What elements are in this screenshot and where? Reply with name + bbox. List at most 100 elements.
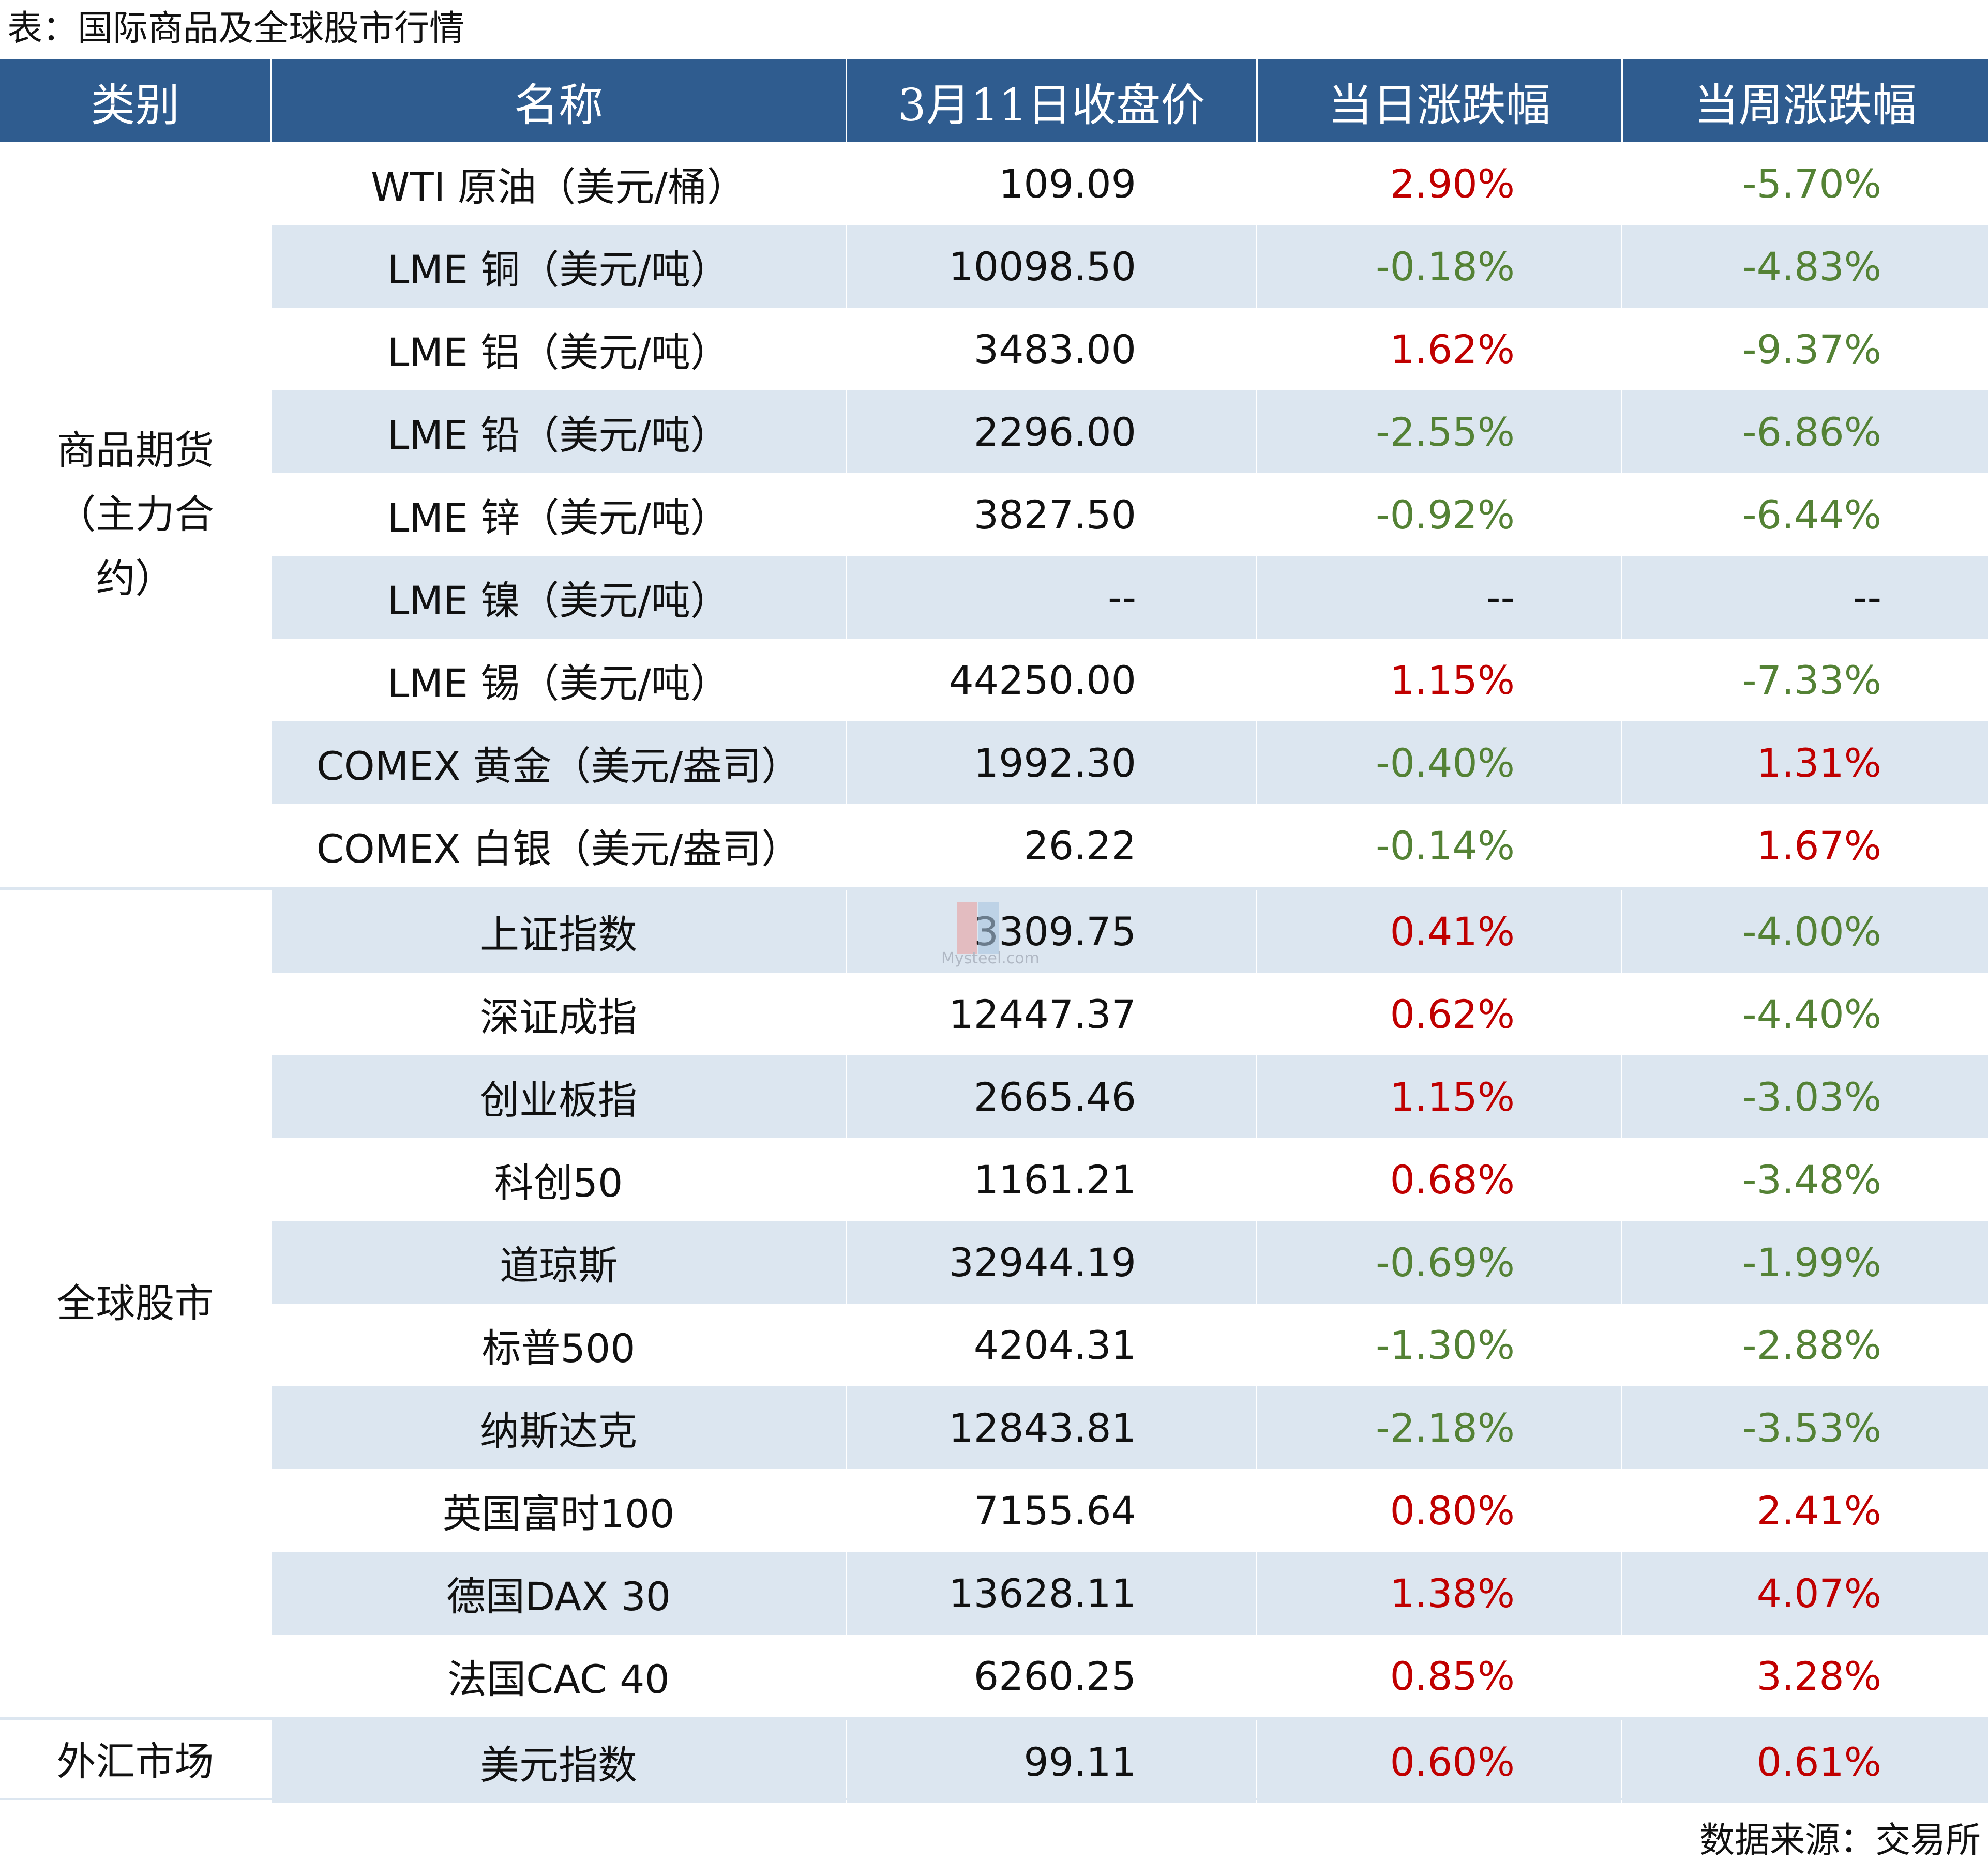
close-price: 12447.37 [846, 973, 1257, 1055]
table-row: 科创50 1161.21 0.68% -3.48% [0, 1138, 1988, 1221]
daily-change: -0.69% [1256, 1221, 1622, 1304]
table-row: 全球股市 上证指数 3309.75 0.41% -4.00% [0, 887, 1988, 1719]
instrument-name: LME 铜（美元/吨） [270, 225, 846, 308]
daily-change: -2.55% [1256, 390, 1622, 473]
table-row: 纳斯达克 12843.81 -2.18% -3.53% [0, 1386, 1988, 1469]
table-row: 深证成指 12447.37 0.62% -4.40% [0, 973, 1988, 1055]
table-row: 德国DAX 30 13628.11 1.38% 4.07% [0, 1552, 1988, 1635]
market-quotes-table: 类别 名称 3月11日收盘价 当日涨跌幅 当周涨跌幅 商品期货（主力合约） WTI… [0, 59, 1988, 1803]
close-price: 4204.31 [846, 1304, 1257, 1386]
table-row: LME 铅（美元/吨） 2296.00 -2.55% -6.86% [0, 390, 1988, 473]
header-weekly-change: 当周涨跌幅 [1621, 59, 1988, 142]
close-price: 3483.00 [846, 308, 1257, 390]
close-price: 3309.75 [846, 887, 1257, 973]
daily-change: 0.68% [1256, 1138, 1622, 1221]
weekly-change: -4.00% [1621, 887, 1988, 973]
close-price: 12843.81 [846, 1386, 1257, 1469]
close-price: -- [846, 556, 1257, 639]
weekly-change: 0.61% [1621, 1717, 1988, 1803]
daily-change: -0.18% [1256, 225, 1622, 308]
weekly-change: -6.86% [1621, 390, 1988, 473]
table-row: LME 镍（美元/吨） -- -- -- [0, 556, 1988, 639]
category-cell: 外汇市场 [0, 1717, 271, 1803]
category-label: 商品期货（主力合约） [56, 427, 214, 601]
daily-change: 0.62% [1256, 973, 1622, 1055]
close-price: 6260.25 [846, 1635, 1257, 1719]
close-price: 44250.00 [846, 639, 1257, 721]
close-price: 2665.46 [846, 1055, 1257, 1138]
instrument-name: LME 镍（美元/吨） [270, 556, 846, 639]
close-price: 26.22 [846, 804, 1257, 888]
weekly-change: -3.48% [1621, 1138, 1988, 1221]
close-price: 99.11 [846, 1717, 1257, 1803]
daily-change: 2.90% [1256, 142, 1622, 225]
instrument-name: LME 铝（美元/吨） [270, 308, 846, 390]
instrument-name: 德国DAX 30 [270, 1552, 846, 1635]
weekly-change: 2.41% [1621, 1469, 1988, 1552]
table-body: 商品期货（主力合约） WTI 原油（美元/桶） 109.09 2.90% -5.70% L… [0, 142, 1988, 1803]
daily-change: -0.14% [1256, 804, 1622, 888]
instrument-name: 英国富时100 [270, 1469, 846, 1552]
header-category: 类别 [0, 59, 271, 142]
weekly-change: 1.67% [1621, 804, 1988, 888]
daily-change: -- [1256, 556, 1622, 639]
table-row: 道琼斯 32944.19 -0.69% -1.99% [0, 1221, 1988, 1304]
table-caption: 表：国际商品及全球股市行情 [7, 8, 465, 49]
header-name: 名称 [270, 59, 846, 142]
table-row: 标普500 4204.31 -1.30% -2.88% [0, 1304, 1988, 1386]
daily-change: 1.62% [1256, 308, 1622, 390]
table-row: 英国富时100 7155.64 0.80% 2.41% [0, 1469, 1988, 1552]
table-row: 外汇市场 美元指数 99.11 0.60% 0.61% [0, 1717, 1988, 1803]
weekly-change: -5.70% [1621, 142, 1988, 225]
header-close-price: 3月11日收盘价 [845, 59, 1257, 142]
mysteel-watermark: Mysteel.com [941, 902, 1065, 970]
table-row: 法国CAC 40 6260.25 0.85% 3.28% [0, 1635, 1988, 1719]
watermark-logo-blue [978, 902, 999, 954]
daily-change: 0.41% [1256, 887, 1622, 973]
instrument-name: 科创50 [270, 1138, 846, 1221]
category-cell: 全球股市 [0, 887, 271, 1719]
weekly-change: -3.03% [1621, 1055, 1988, 1138]
category-label: 全球股市 [56, 1280, 214, 1326]
instrument-name: 美元指数 [270, 1717, 846, 1803]
category-cell: 商品期货（主力合约） [0, 142, 271, 888]
weekly-change: 1.31% [1621, 721, 1988, 804]
weekly-change: -1.99% [1621, 1221, 1988, 1304]
category-label: 外汇市场 [56, 1738, 214, 1784]
daily-change: -0.92% [1256, 473, 1622, 556]
header-daily-change: 当日涨跌幅 [1256, 59, 1622, 142]
daily-change: 1.15% [1256, 1055, 1622, 1138]
daily-change: 0.80% [1256, 1469, 1622, 1552]
instrument-name: 法国CAC 40 [270, 1635, 846, 1719]
instrument-name: 创业板指 [270, 1055, 846, 1138]
table-header-row: 类别 名称 3月11日收盘价 当日涨跌幅 当周涨跌幅 [0, 59, 1988, 142]
daily-change: 1.38% [1256, 1552, 1622, 1635]
close-price: 32944.19 [846, 1221, 1257, 1304]
table-row: 创业板指 2665.46 1.15% -3.03% [0, 1055, 1988, 1138]
instrument-name: LME 锌（美元/吨） [270, 473, 846, 556]
table-row: 商品期货（主力合约） WTI 原油（美元/桶） 109.09 2.90% -5.70% [0, 142, 1988, 888]
instrument-name: COMEX 黄金（美元/盎司） [270, 721, 846, 804]
instrument-name: 道琼斯 [270, 1221, 846, 1304]
weekly-change: -9.37% [1621, 308, 1988, 390]
weekly-change: -6.44% [1621, 473, 1988, 556]
instrument-name: WTI 原油（美元/桶） [270, 142, 846, 225]
watermark-text: Mysteel.com [941, 949, 1040, 967]
weekly-change: -4.40% [1621, 973, 1988, 1055]
table-row: COMEX 白银（美元/盎司） 26.22 -0.14% 1.67% [0, 804, 1988, 888]
table-row: LME 铝（美元/吨） 3483.00 1.62% -9.37% [0, 308, 1988, 390]
table-row: LME 锌（美元/吨） 3827.50 -0.92% -6.44% [0, 473, 1988, 556]
table-row: LME 铜（美元/吨） 10098.50 -0.18% -4.83% [0, 225, 1988, 308]
weekly-change: -- [1621, 556, 1988, 639]
daily-change: -0.40% [1256, 721, 1622, 804]
instrument-name: 深证成指 [270, 973, 846, 1055]
close-price: 1992.30 [846, 721, 1257, 804]
daily-change: 1.15% [1256, 639, 1622, 721]
weekly-change: -7.33% [1621, 639, 1988, 721]
daily-change: 0.60% [1256, 1717, 1622, 1803]
instrument-name: 上证指数 [270, 887, 846, 973]
weekly-change: -2.88% [1621, 1304, 1988, 1386]
instrument-name: 纳斯达克 [270, 1386, 846, 1469]
weekly-change: -3.53% [1621, 1386, 1988, 1469]
data-source-note: 数据来源：交易所 [1699, 1820, 1981, 1861]
